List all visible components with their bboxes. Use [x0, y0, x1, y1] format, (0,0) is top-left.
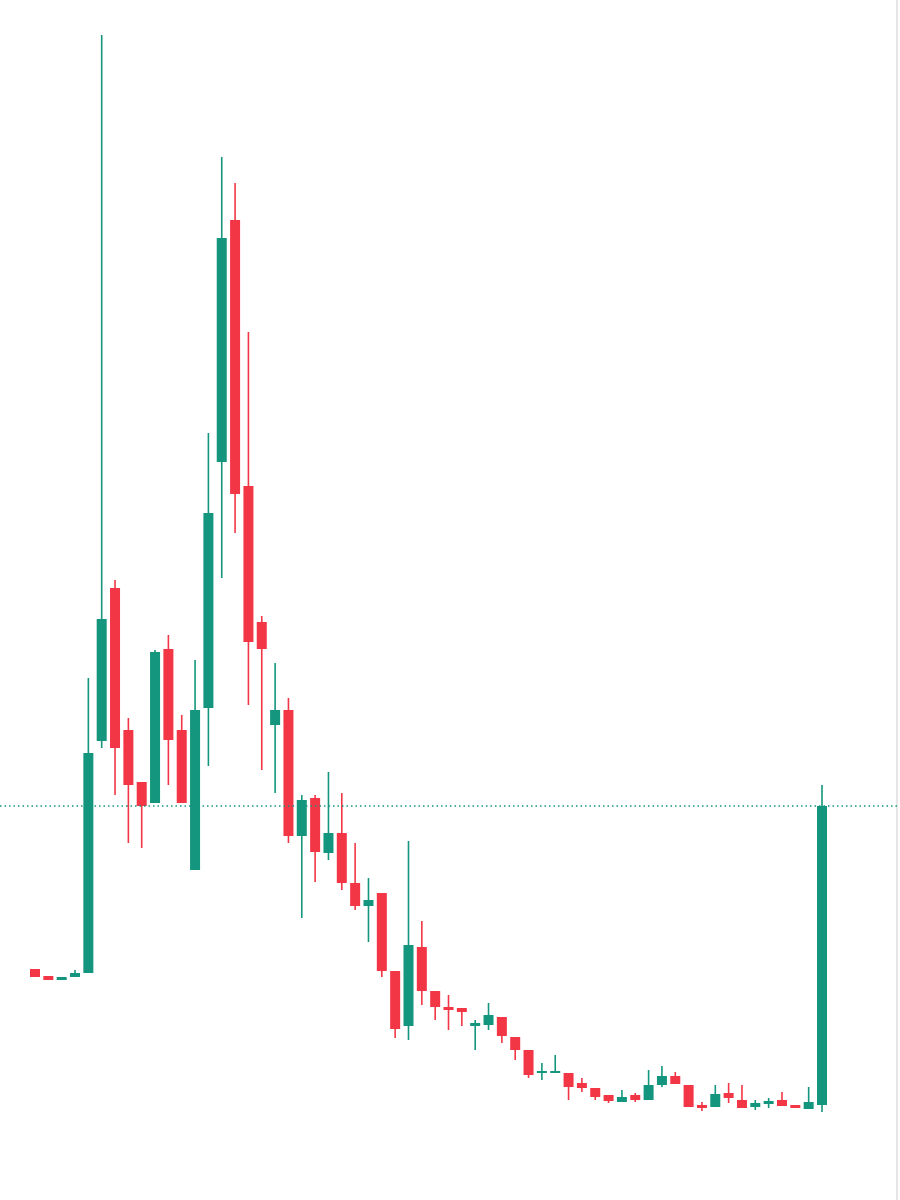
candle-body — [203, 513, 214, 708]
candle-body — [510, 1037, 521, 1050]
candle-body — [563, 1073, 574, 1087]
candle-body — [763, 1101, 774, 1104]
candle-body — [336, 833, 347, 883]
candle-body — [363, 900, 374, 906]
candle-body — [216, 238, 227, 462]
candle-body — [230, 220, 241, 494]
candle-body — [483, 1015, 494, 1025]
candle-body — [816, 806, 828, 1105]
candle-body — [136, 782, 147, 806]
candle-body — [443, 1007, 454, 1010]
candle-body — [403, 945, 414, 1026]
candle-body — [603, 1095, 614, 1101]
candle-body — [456, 1008, 467, 1012]
candle-body — [750, 1103, 761, 1107]
candle-body — [43, 976, 54, 980]
candle-body — [350, 883, 361, 906]
candle-body — [736, 1100, 747, 1108]
candle-body — [803, 1102, 814, 1109]
candle-body — [723, 1093, 734, 1098]
candle-body — [56, 977, 67, 980]
candle-body — [376, 893, 387, 971]
candle-body — [776, 1100, 787, 1106]
candle-body — [29, 969, 41, 977]
candle-body — [83, 753, 94, 973]
candle-body — [710, 1094, 721, 1107]
candle-body — [696, 1105, 707, 1108]
candle-body — [616, 1097, 627, 1102]
candle-body — [416, 947, 427, 991]
candle-body — [123, 730, 134, 785]
candle-body — [176, 730, 187, 803]
candle-body — [523, 1050, 534, 1075]
candle-body — [536, 1071, 547, 1073]
candle-body — [656, 1076, 667, 1085]
candle-body — [390, 971, 401, 1029]
candle-body — [550, 1071, 561, 1073]
candle-body — [283, 710, 294, 836]
candle-body — [70, 973, 81, 977]
candle-body — [243, 486, 254, 642]
candle-body — [790, 1105, 801, 1108]
candle-body — [190, 710, 201, 870]
candle-body — [256, 622, 267, 649]
candle-body — [296, 800, 307, 836]
candle-body — [430, 991, 441, 1007]
candle-body — [270, 710, 281, 725]
candle-body — [110, 588, 121, 748]
candle-body — [590, 1088, 601, 1097]
candle-body — [576, 1083, 587, 1088]
candle-body — [683, 1085, 694, 1107]
candle-body — [670, 1076, 681, 1084]
candle-body — [643, 1085, 654, 1100]
candle-body — [496, 1017, 507, 1036]
candle-body — [96, 619, 107, 741]
candle-body — [150, 652, 161, 803]
candle-body — [163, 649, 174, 740]
candle-body — [310, 798, 321, 852]
candle-body — [630, 1095, 641, 1100]
candle-body — [470, 1023, 481, 1026]
candle-body — [323, 833, 334, 853]
